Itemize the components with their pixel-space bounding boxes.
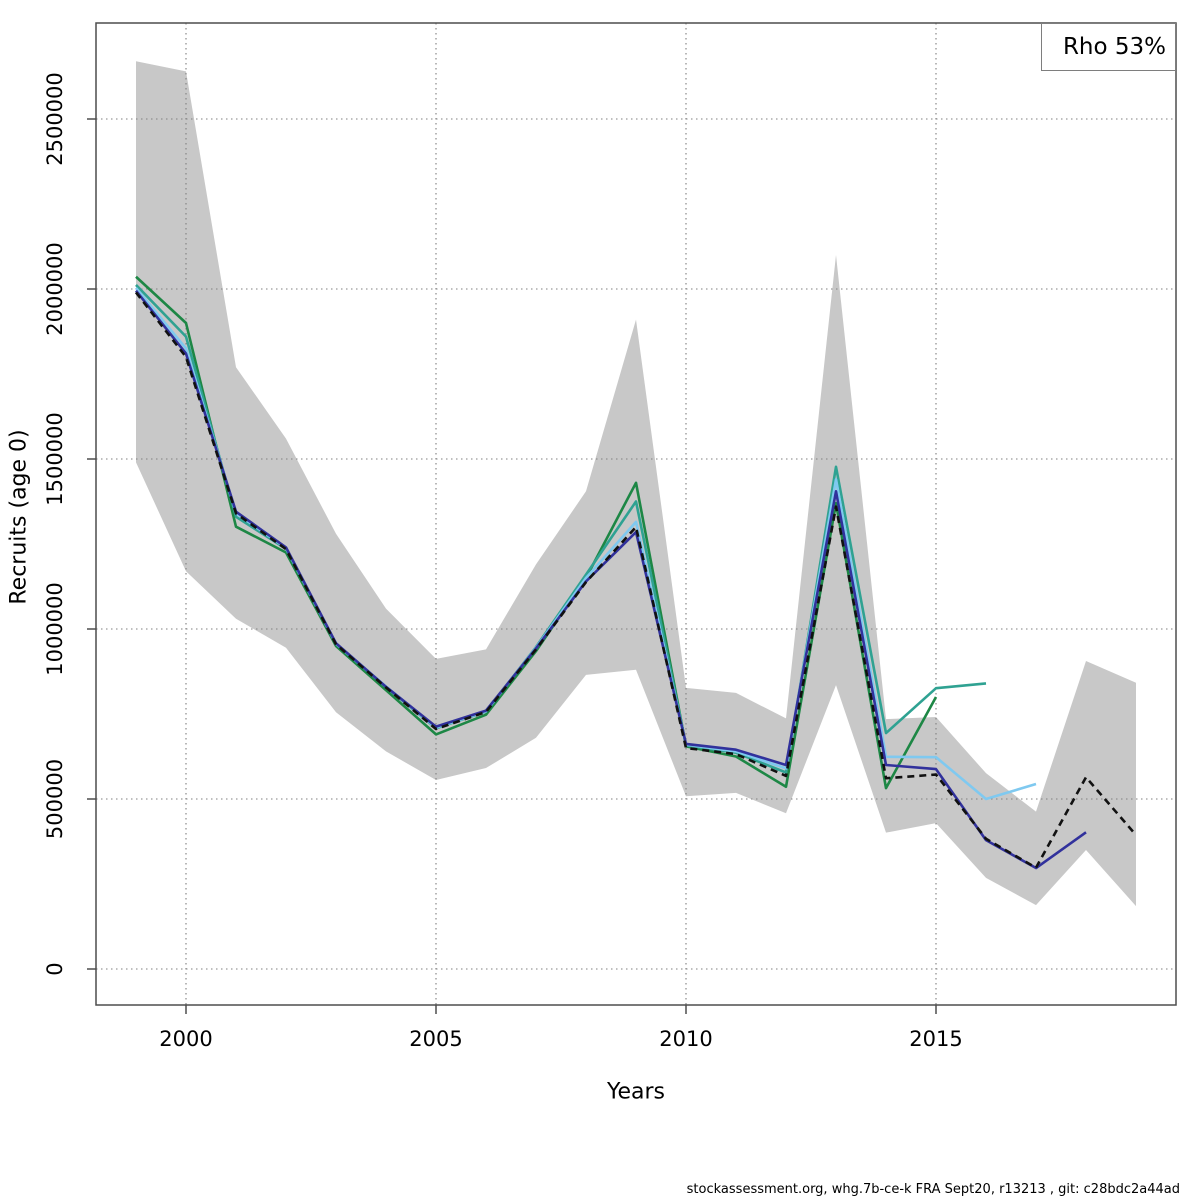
series-retro-peel-2018	[134, 289, 1087, 870]
rho-legend-label: Rho 53%	[1062, 34, 1166, 60]
y-axis-title: Recruits (age 0)	[6, 429, 32, 605]
y-tick-label: 2000000	[43, 242, 67, 336]
y-tick-label: 2500000	[43, 72, 67, 166]
x-tick-label: 2005	[409, 1027, 462, 1051]
x-tick-label: 2015	[909, 1027, 962, 1051]
y-tick-label: 1500000	[43, 412, 67, 506]
y-tick-label: 0	[43, 962, 67, 975]
x-tick-label: 2000	[159, 1027, 212, 1051]
plot-border	[95, 22, 1177, 1006]
rho-legend-box: Rho 53%	[1041, 23, 1176, 71]
y-tick-label: 1000000	[43, 582, 67, 676]
y-tick-label: 500000	[43, 759, 67, 839]
attribution-footer: stockassessment.org, whg.7b-ce-k FRA Sep…	[686, 1182, 1180, 1197]
x-axis-title: Years	[606, 1079, 666, 1105]
x-tick-label: 2010	[659, 1027, 712, 1051]
